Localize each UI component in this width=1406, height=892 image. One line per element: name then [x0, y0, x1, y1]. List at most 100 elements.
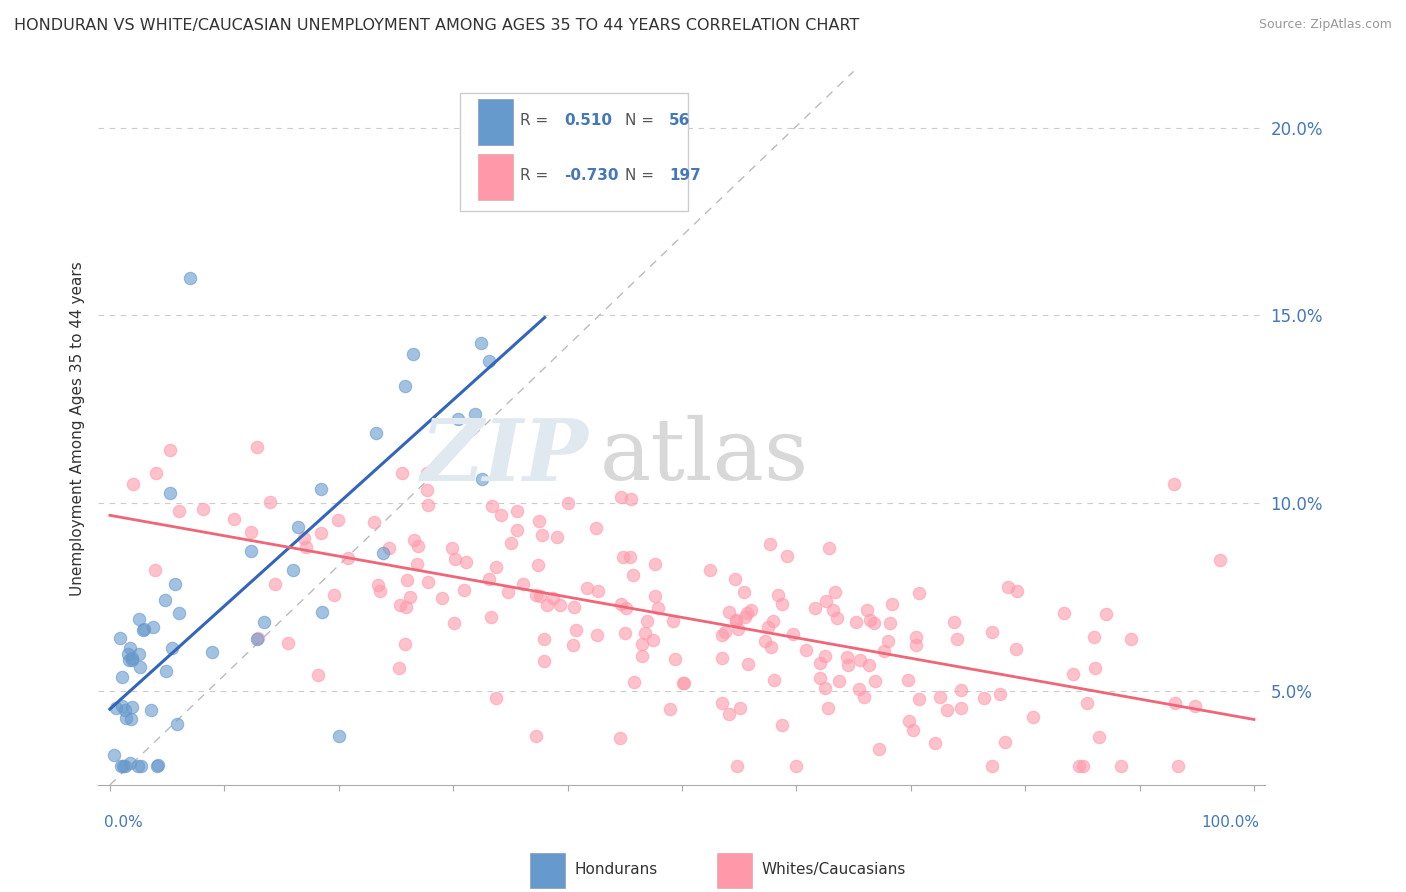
Point — [121, 653, 143, 667]
Point — [524, 588, 547, 602]
Point — [394, 637, 416, 651]
Text: 197: 197 — [669, 168, 700, 183]
Point — [672, 676, 695, 690]
Point — [506, 523, 529, 537]
Point — [416, 483, 439, 498]
FancyBboxPatch shape — [478, 99, 513, 145]
Text: -0.730: -0.730 — [564, 168, 619, 183]
Point — [761, 640, 783, 654]
Point — [613, 626, 636, 640]
Point — [808, 656, 831, 670]
Point — [444, 551, 467, 566]
Point — [470, 336, 492, 351]
Point — [489, 508, 512, 522]
Point — [166, 717, 188, 731]
Point — [478, 353, 501, 368]
Point — [562, 600, 585, 615]
Point — [127, 759, 149, 773]
FancyBboxPatch shape — [717, 853, 752, 888]
Point — [907, 586, 929, 600]
Point — [898, 714, 921, 728]
Point — [718, 707, 741, 722]
Point — [222, 512, 245, 526]
Point — [394, 378, 416, 392]
Point — [533, 654, 555, 668]
Point — [402, 346, 425, 360]
Point — [945, 632, 967, 646]
Point — [609, 731, 631, 745]
Point — [311, 526, 333, 541]
Point — [824, 585, 846, 599]
Text: N =: N = — [624, 168, 658, 183]
Point — [1062, 666, 1084, 681]
Point — [785, 759, 807, 773]
Point — [337, 550, 360, 565]
Point — [901, 723, 924, 737]
Point — [980, 624, 1002, 639]
Point — [612, 549, 634, 564]
Text: 0.0%: 0.0% — [104, 815, 143, 830]
Point — [770, 718, 793, 732]
Point — [813, 681, 835, 695]
Point — [727, 622, 749, 636]
Point — [328, 729, 350, 743]
FancyBboxPatch shape — [460, 93, 688, 211]
Point — [371, 546, 394, 560]
Point — [402, 533, 425, 548]
Point — [619, 549, 641, 564]
Point — [160, 640, 183, 655]
Point — [621, 568, 644, 582]
Point — [108, 632, 131, 646]
Point — [856, 603, 879, 617]
Point — [132, 623, 155, 637]
Point — [129, 659, 152, 673]
Point — [498, 585, 520, 599]
Point — [585, 521, 607, 535]
Point — [733, 585, 755, 599]
Point — [252, 615, 274, 629]
Point — [141, 703, 163, 717]
Point — [159, 485, 181, 500]
Point — [307, 667, 329, 681]
Point — [167, 606, 190, 620]
Point — [239, 524, 262, 539]
Point — [398, 590, 420, 604]
Point — [367, 578, 389, 592]
Point — [1069, 759, 1091, 773]
Point — [699, 563, 721, 577]
Point — [804, 601, 827, 615]
Point — [762, 614, 785, 628]
Point — [620, 492, 643, 507]
Point — [477, 177, 499, 191]
Point — [118, 641, 141, 656]
Point — [623, 675, 645, 690]
Point — [905, 630, 928, 644]
Point — [264, 576, 287, 591]
Y-axis label: Unemployment Among Ages 35 to 44 years: Unemployment Among Ages 35 to 44 years — [69, 260, 84, 596]
Point — [837, 657, 859, 672]
Point — [479, 609, 502, 624]
Point — [506, 504, 529, 518]
Point — [782, 627, 804, 641]
Point — [277, 636, 299, 650]
Point — [997, 580, 1019, 594]
Point — [447, 412, 470, 426]
Text: 100.0%: 100.0% — [1202, 815, 1260, 830]
Point — [529, 590, 551, 604]
Point — [950, 683, 973, 698]
Point — [364, 425, 387, 440]
Point — [464, 407, 486, 421]
Point — [943, 615, 966, 630]
Point — [311, 605, 333, 619]
Point — [823, 603, 845, 617]
Point — [636, 614, 658, 628]
Point — [478, 572, 501, 586]
Point — [711, 628, 734, 642]
Point — [246, 631, 269, 645]
Point — [326, 513, 349, 527]
Point — [533, 632, 555, 646]
Point — [630, 637, 652, 651]
FancyBboxPatch shape — [478, 154, 513, 201]
Point — [672, 676, 695, 690]
Point — [814, 649, 837, 664]
